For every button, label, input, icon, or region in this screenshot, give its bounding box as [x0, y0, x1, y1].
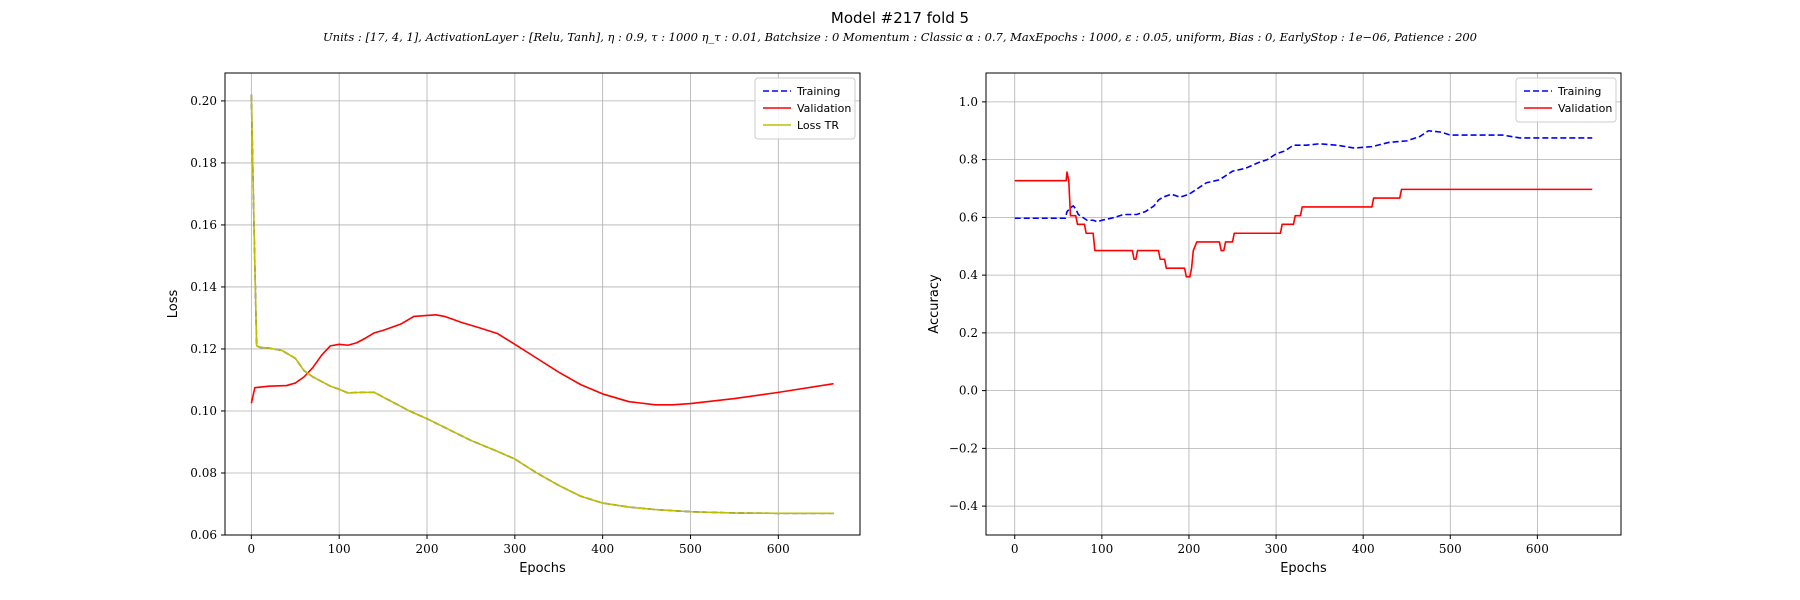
accuracy-xtick-label-5: 500 [1439, 542, 1462, 556]
accuracy-legend-label-0: Training [1557, 85, 1601, 98]
loss-xtick-label-3: 300 [503, 542, 526, 556]
accuracy-legend-label-1: Validation [1558, 102, 1612, 115]
accuracy-xtick-label-2: 200 [1178, 542, 1201, 556]
loss-series-validation [250, 314, 834, 406]
loss-ytick-label-4: 0.14 [190, 280, 217, 294]
loss-ytick-label-6: 0.18 [190, 156, 217, 170]
accuracy-legend: Training Validation [1515, 77, 1617, 123]
accuracy-ytick-label-5: 0.6 [959, 210, 978, 224]
accuracy-ytick-label-3: 0.2 [959, 326, 978, 340]
accuracy-xtick-label-1: 100 [1090, 542, 1113, 556]
loss-xtick-label-2: 200 [416, 542, 439, 556]
loss-xlabel: Epochs [519, 561, 566, 576]
accuracy-xtick-label-3: 300 [1265, 542, 1288, 556]
loss-legend-box [754, 77, 856, 140]
loss-ytick-label-3: 0.12 [190, 342, 217, 356]
loss-xtick-label-0: 0 [248, 542, 256, 556]
loss-ytick-label-0: 0.06 [190, 528, 217, 542]
loss-xtick-label-1: 100 [328, 542, 351, 556]
accuracy-axes-frame [985, 72, 1622, 536]
accuracy-ytick-label-0: −0.4 [949, 499, 979, 513]
accuracy-legend-box [1515, 77, 1617, 123]
accuracy-xtick-label-0: 0 [1011, 542, 1019, 556]
accuracy-series-validation [1014, 171, 1593, 278]
loss-xtick-label-4: 400 [591, 542, 614, 556]
loss-axes-frame [224, 72, 861, 536]
figure-title: Model #217 fold 5 [831, 9, 969, 27]
accuracy-ytick-label-2: 0.0 [959, 384, 978, 398]
accuracy-ytick-label-7: 1.0 [959, 95, 978, 109]
loss-legend-label-0: Training [796, 85, 840, 98]
accuracy-chart: 0 100 200 300 400 500 600 −0.4 −0.2 0.0 0.2 0.4 0.6 0… [927, 72, 1622, 576]
accuracy-xtick-label-4: 400 [1352, 542, 1375, 556]
accuracy-xtick-label-6: 600 [1526, 542, 1549, 556]
accuracy-ytick-label-4: 0.4 [959, 268, 978, 282]
loss-legend-label-1: Validation [797, 102, 851, 115]
accuracy-ytick-label-1: −0.2 [949, 441, 978, 455]
loss-ylabel: Loss [166, 290, 181, 319]
accuracy-ytick-label-6: 0.8 [959, 153, 978, 167]
loss-xtick-label-5: 500 [679, 542, 702, 556]
loss-xtick-label-6: 600 [767, 542, 790, 556]
loss-ytick-label-2: 0.10 [190, 404, 217, 418]
accuracy-xlabel: Epochs [1280, 561, 1327, 576]
loss-legend: Training Validation Loss TR [754, 77, 856, 140]
loss-chart: 0 100 200 300 400 500 600 0.06 0.08 0.10 0.12 0.14 0… [166, 72, 861, 576]
accuracy-ylabel: Accuracy [927, 274, 942, 334]
loss-ytick-label-5: 0.16 [190, 218, 217, 232]
loss-ytick-label-1: 0.08 [190, 466, 217, 480]
accuracy-series-training [1014, 129, 1593, 223]
loss-series-training [250, 94, 834, 515]
figure-subtitle: Units : [17, 4, 1], ActivationLayer : [R… [323, 31, 1477, 44]
loss-series-loss-tr [250, 94, 834, 515]
loss-ytick-label-7: 0.20 [190, 94, 217, 108]
loss-legend-label-2: Loss TR [797, 119, 839, 132]
